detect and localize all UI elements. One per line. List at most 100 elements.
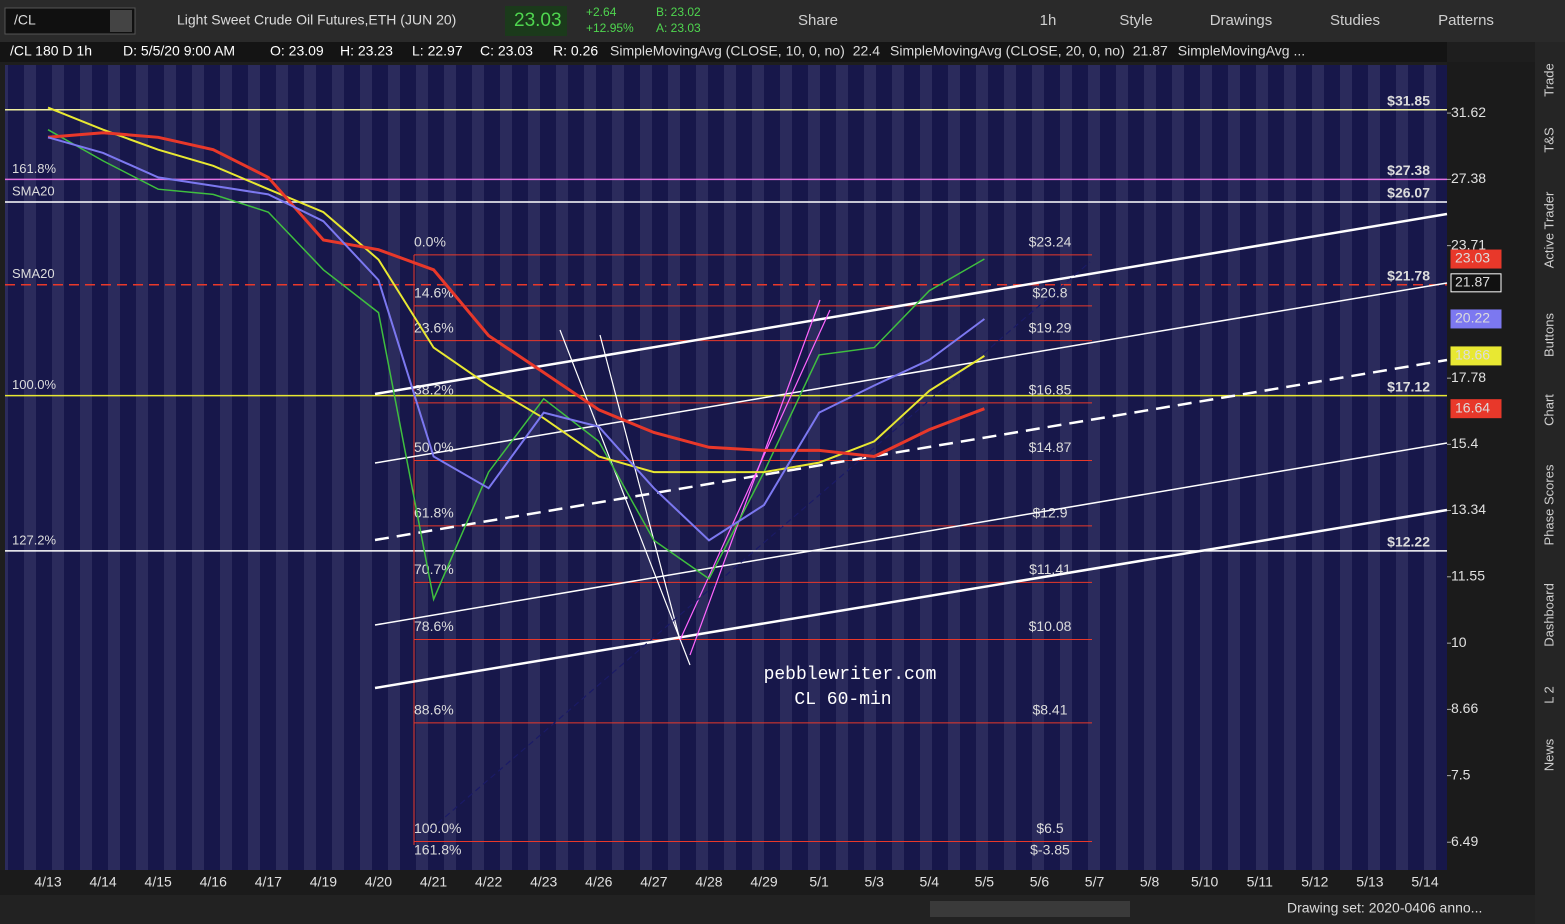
x-tick-label: 4/15 — [145, 874, 172, 890]
y-tick-label: 17.78 — [1451, 369, 1486, 385]
y-tick-label: 27.38 — [1451, 170, 1486, 186]
drawing-set: Drawing set: 2020-0406 anno... — [1287, 900, 1482, 916]
last-box — [505, 6, 567, 36]
study-value: 21.87 — [1133, 43, 1168, 59]
session-band — [540, 65, 556, 870]
last-price: 23.03 — [514, 10, 562, 31]
level-left-label: SMA20 — [12, 266, 55, 281]
fib-price: $-3.85 — [1030, 842, 1070, 858]
session-band — [960, 65, 976, 870]
session-band — [1072, 65, 1088, 870]
bid: B: 23.02 — [656, 5, 701, 19]
level-left-label: 161.8% — [12, 161, 57, 176]
toolbar-button[interactable]: Drawings — [1210, 12, 1273, 29]
channel-line — [374, 358, 1448, 542]
series-line — [47, 129, 985, 602]
header-item: C: 23.03 — [480, 43, 533, 59]
y-tick-label: 15.4 — [1451, 435, 1478, 451]
session-band — [1408, 65, 1424, 870]
change-pct: +12.95% — [586, 21, 634, 35]
toolbar-button[interactable]: Style — [1119, 12, 1152, 29]
study-label: SimpleMovingAvg (CLOSE, 20, 0, no) — [890, 43, 1125, 59]
sidebar-tab[interactable]: Phase Scores — [1541, 464, 1556, 545]
sidebar-tab[interactable]: News — [1541, 738, 1556, 771]
wedge-line — [689, 299, 821, 656]
session-band — [428, 65, 444, 870]
scrollbar[interactable] — [930, 901, 1130, 917]
session-band — [848, 65, 864, 870]
sidebar-bg — [1535, 42, 1565, 924]
price-badge — [1450, 399, 1502, 419]
session-band — [456, 65, 472, 870]
price-badge — [1450, 346, 1502, 366]
symbol[interactable]: /CL — [14, 12, 36, 28]
session-band — [1212, 65, 1228, 870]
toolbar-button[interactable]: Studies — [1330, 12, 1380, 29]
session-band — [1016, 65, 1032, 870]
x-tick-label: 5/13 — [1356, 874, 1383, 890]
x-tick-label: 4/26 — [585, 874, 612, 890]
header-item: O: 23.09 — [270, 43, 324, 59]
sidebar-tab[interactable]: Trade — [1541, 63, 1556, 96]
toolbar-button[interactable]: Share — [798, 12, 838, 29]
y-tick-label: 13.34 — [1451, 501, 1486, 517]
sidebar-tab[interactable]: Dashboard — [1541, 583, 1556, 647]
session-band — [1128, 65, 1144, 870]
price-badge — [1450, 273, 1502, 293]
level-label: $17.12 — [1387, 378, 1430, 394]
trend-dash — [429, 261, 1091, 831]
x-tick-label: 4/13 — [34, 874, 61, 890]
header-item: R: 0.26 — [553, 43, 598, 59]
sidebar-tab[interactable]: L 2 — [1541, 686, 1556, 704]
level-label: $21.78 — [1387, 267, 1430, 283]
header-item: D: 5/5/20 9:00 AM — [123, 43, 235, 59]
header: /CL 180 D 1h D: 5/5/20 9:00 AM O: 23.09 H: … — [10, 43, 1305, 59]
session-band — [1268, 65, 1284, 870]
x-tick-label: 5/7 — [1085, 874, 1105, 890]
session-band — [1100, 65, 1116, 870]
x-tick-label: 4/28 — [695, 874, 722, 890]
fib-price: $10.08 — [1029, 618, 1072, 634]
session-band — [708, 65, 724, 870]
sidebar-tab[interactable]: Buttons — [1541, 312, 1556, 357]
session-band — [1044, 65, 1060, 870]
wedge-line — [559, 329, 691, 666]
sidebar-tab[interactable]: Chart — [1541, 394, 1556, 426]
x-tick-label: 4/17 — [255, 874, 282, 890]
fib-price: $14.87 — [1029, 439, 1072, 455]
toolbar-button[interactable]: 1h — [1040, 12, 1057, 29]
fib-pct: 14.6% — [414, 285, 454, 301]
sidebar-tab[interactable]: Active Trader — [1541, 191, 1556, 268]
toolbar-button[interactable]: Patterns — [1438, 12, 1494, 29]
plot-bg — [5, 65, 1447, 870]
symbol-dropdown[interactable] — [110, 10, 132, 32]
session-band — [1156, 65, 1172, 870]
session-band — [8, 65, 24, 870]
study-label: SimpleMovingAvg (CLOSE, 10, 0, no) — [610, 43, 845, 59]
price-badge-label: 21.87 — [1455, 274, 1490, 290]
sidebar: Trade T&S Active Trader Buttons Chart Phase S… — [1541, 63, 1556, 771]
x-tick-label: 5/1 — [809, 874, 829, 890]
plot: 31.62 27.38 23.71 17.78 15.4 13.34 11.55 10 8.66… — [0, 62, 1535, 895]
x-tick-label: 4/20 — [365, 874, 392, 890]
level-left-label: SMA20 — [12, 183, 55, 198]
x-tick-label: 5/8 — [1140, 874, 1160, 890]
price-badge-label: 20.22 — [1455, 310, 1490, 326]
price-badge-label: 23.03 — [1455, 250, 1490, 266]
level-label: $27.38 — [1387, 162, 1430, 178]
annotation: CL 60-min — [794, 690, 891, 710]
y-tick-label: 10 — [1451, 634, 1467, 650]
header-bg — [0, 42, 1447, 62]
fib-price: $20.8 — [1032, 285, 1067, 301]
x-tick-label: 5/14 — [1411, 874, 1438, 890]
session-band — [1184, 65, 1200, 870]
x-tick-label: 4/22 — [475, 874, 502, 890]
fib-pct: 61.8% — [414, 505, 454, 521]
study-value: 22.4 — [853, 43, 880, 59]
sidebar-tab[interactable]: T&S — [1541, 127, 1556, 153]
header-item: H: 23.23 — [340, 43, 393, 59]
session-band — [764, 65, 780, 870]
header-item: /CL 180 D 1h — [10, 43, 92, 59]
level-label: $12.22 — [1387, 534, 1430, 550]
